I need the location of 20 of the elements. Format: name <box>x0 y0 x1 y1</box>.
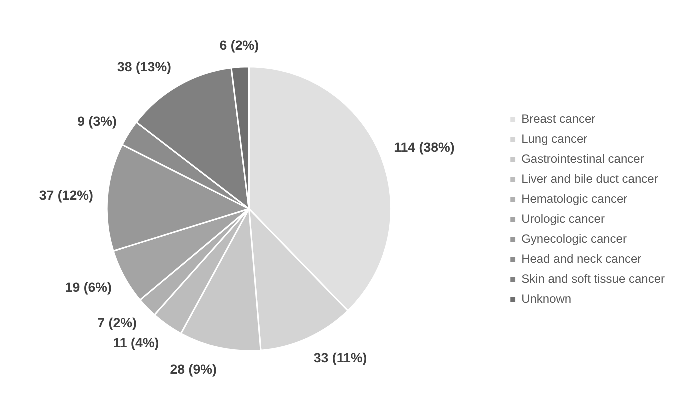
legend-label: Breast cancer <box>522 112 596 126</box>
legend-label: Gynecologic cancer <box>522 232 627 246</box>
data-label: 114 (38%) <box>394 140 455 155</box>
data-label: 33 (11%) <box>314 350 368 366</box>
data-label: 19 (6%) <box>65 280 112 295</box>
data-label: 38 (13%) <box>117 59 172 74</box>
data-label: 7 (2%) <box>98 316 137 331</box>
data-label: 28 (9%) <box>170 362 217 377</box>
legend-label: Urologic cancer <box>522 212 605 226</box>
legend-label: Unknown <box>522 292 572 306</box>
legend-label: Head and neck cancer <box>522 252 642 266</box>
data-label: 37 (12%) <box>39 188 94 203</box>
legend-label: Lung cancer <box>522 132 588 146</box>
data-label: 6 (2%) <box>220 38 260 53</box>
data-label: 11 (4%) <box>113 335 160 350</box>
legend-label: Hematologic cancer <box>522 192 628 206</box>
data-label: 9 (3%) <box>78 114 117 130</box>
legend-label: Gastrointestinal cancer <box>522 152 644 166</box>
legend-label: Liver and bile duct cancer <box>522 172 658 186</box>
legend-label: Skin and soft tissue cancer <box>522 272 665 286</box>
